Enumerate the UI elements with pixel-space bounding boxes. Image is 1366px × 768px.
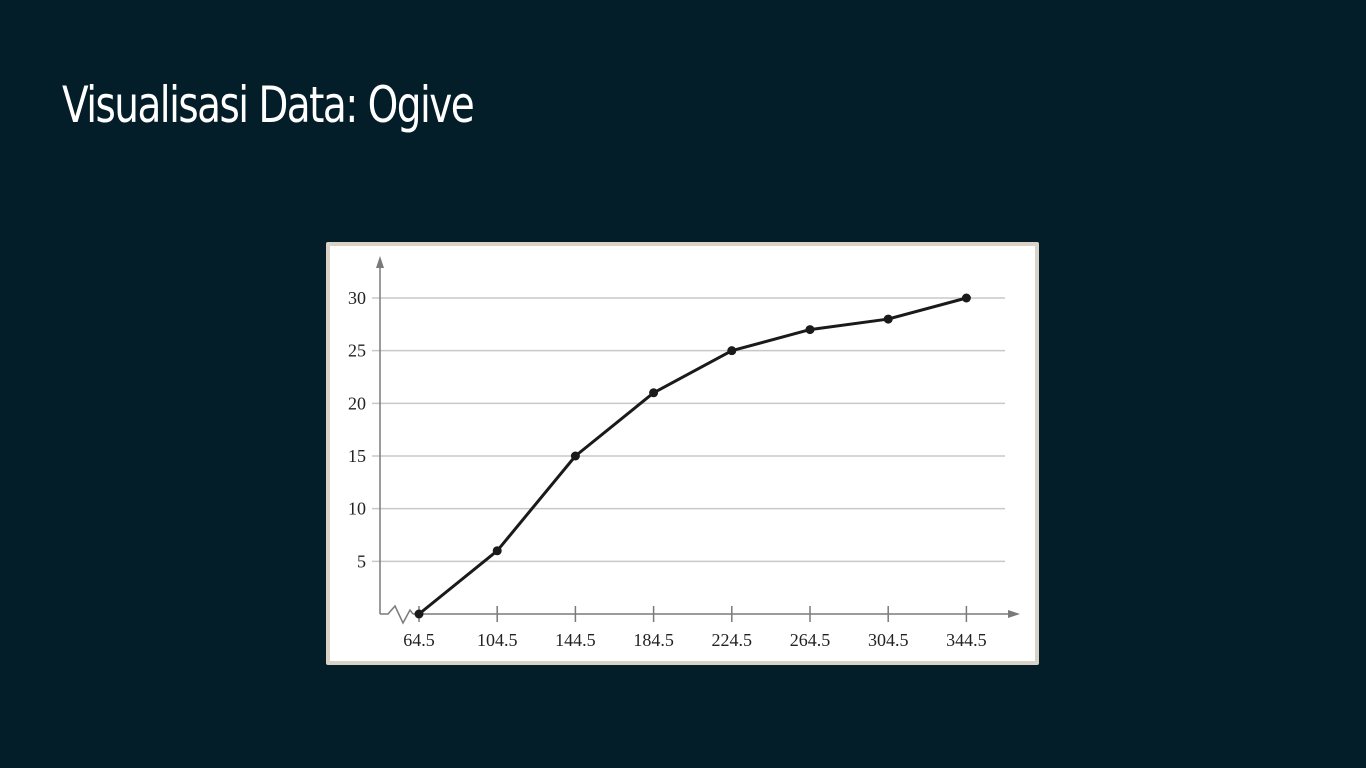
x-tick-labels: 64.5 104.5 144.5 184.5 224.5 264.5 304.5 344.5 [403, 630, 986, 650]
y-tick-label: 10 [348, 499, 366, 519]
x-axis-arrow-icon [1008, 610, 1020, 618]
grid-lines [372, 297, 1005, 563]
chart-frame: 5 10 15 20 25 30 64.5 104.5 144.5 184.5 224.5 264.… [326, 242, 1039, 665]
y-tick-labels: 5 10 15 20 25 30 [348, 288, 366, 571]
x-tick-label: 224.5 [712, 630, 753, 650]
data-point [883, 314, 893, 324]
data-point [805, 325, 815, 335]
x-tick-label: 64.5 [403, 630, 435, 650]
y-tick-label: 5 [357, 551, 366, 571]
x-tick-label: 184.5 [633, 630, 674, 650]
axes [376, 256, 1020, 625]
data-point [961, 293, 971, 303]
x-tick-label: 264.5 [790, 630, 831, 650]
x-tick-label: 104.5 [477, 630, 518, 650]
data-point [727, 346, 737, 356]
data-point [414, 609, 424, 619]
y-tick-label: 20 [348, 393, 366, 413]
data-point [570, 451, 580, 461]
x-tick-label: 304.5 [868, 630, 909, 650]
y-tick-label: 15 [348, 446, 366, 466]
y-axis-arrow-icon [376, 256, 384, 268]
y-tick-label: 30 [348, 288, 366, 308]
data-point [492, 546, 502, 556]
x-tick-label: 144.5 [555, 630, 596, 650]
x-tick-label: 344.5 [946, 630, 987, 650]
y-tick-label: 25 [348, 341, 366, 361]
data-point [649, 388, 659, 398]
slide-title: Visualisasi Data: Ogive [62, 76, 475, 134]
series-line [418, 296, 967, 616]
ogive-chart: 5 10 15 20 25 30 64.5 104.5 144.5 184.5 224.5 264.… [348, 256, 1020, 650]
series-layer [414, 293, 971, 619]
axis-break-icon [380, 604, 414, 625]
